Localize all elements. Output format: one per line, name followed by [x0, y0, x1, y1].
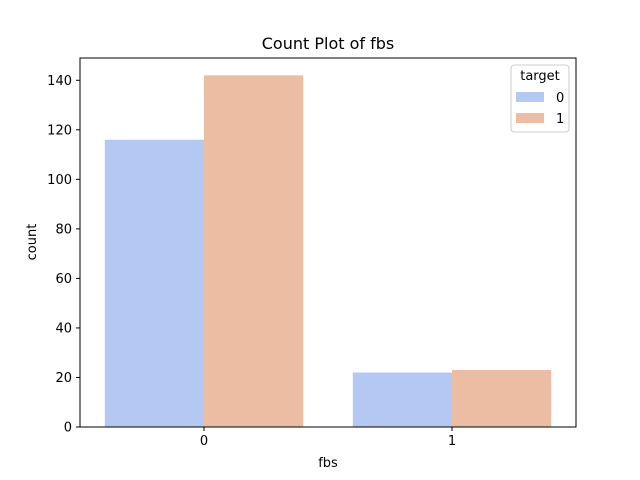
y-tick-label-80: 80	[55, 222, 72, 237]
legend-title: target	[520, 69, 560, 84]
bar-fbs-1-target-1	[452, 370, 552, 427]
y-axis-ticks: 0 20 40 60 80 100 120 140	[47, 74, 80, 436]
y-tick-label-140: 140	[47, 74, 72, 89]
y-tick-label-0: 0	[64, 421, 72, 436]
y-tick-label-60: 60	[55, 272, 72, 287]
x-tick-label-1: 1	[448, 434, 456, 449]
y-tick-label-20: 20	[55, 371, 72, 386]
legend-label-0: 0	[556, 91, 564, 106]
legend-swatch-0	[516, 92, 544, 102]
y-axis-label: count	[25, 224, 40, 261]
bar-fbs-0-target-0	[104, 139, 204, 427]
legend-swatch-1	[516, 113, 544, 123]
x-axis-label: fbs	[318, 456, 338, 471]
y-tick-label-120: 120	[47, 123, 72, 138]
y-tick-label-40: 40	[55, 321, 72, 336]
chart-title: Count Plot of fbs	[262, 34, 394, 53]
y-tick-label-100: 100	[47, 173, 72, 188]
bars-group	[104, 75, 552, 427]
x-tick-label-0: 0	[200, 434, 208, 449]
bar-fbs-0-target-1	[204, 75, 304, 427]
legend: target 0 1	[510, 64, 570, 133]
bar-fbs-1-target-0	[352, 372, 452, 427]
legend-label-1: 1	[556, 112, 564, 127]
plot-frame	[79, 57, 577, 428]
